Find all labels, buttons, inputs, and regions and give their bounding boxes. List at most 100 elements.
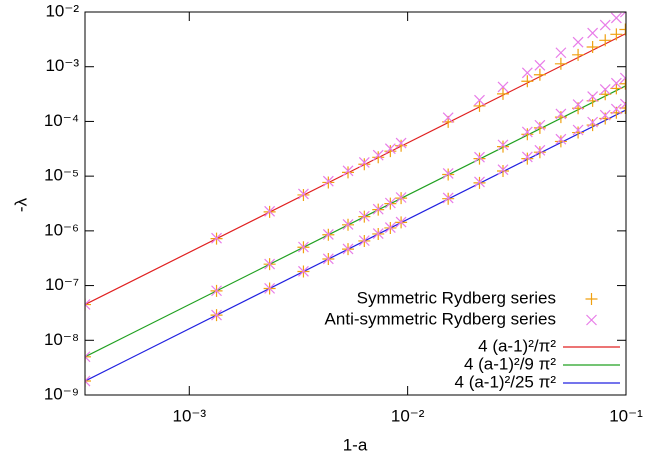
cross-point [211, 232, 222, 244]
cross-point [534, 119, 546, 131]
plus-point [599, 34, 612, 47]
cross-point [599, 19, 611, 31]
x-tick-label: 10⁻³ [173, 406, 207, 425]
cross-point [587, 91, 599, 102]
y-axis-label: -λ [11, 197, 30, 212]
cross-point [497, 139, 509, 151]
cross-point [85, 351, 91, 363]
plus-point [297, 188, 310, 201]
plus-point [554, 111, 567, 124]
cross-point [358, 157, 370, 168]
cross-point [442, 168, 454, 179]
cross-point [372, 203, 384, 215]
cross-point [599, 84, 611, 95]
cross-point [298, 265, 309, 277]
y-tick-label: 10⁻⁹ [44, 384, 79, 403]
cross-point [619, 98, 626, 110]
cross-point [211, 285, 222, 297]
plus-point [572, 126, 585, 139]
x-axis-label: 1-a [343, 435, 368, 454]
legend-label: Symmetric Rydberg series [357, 288, 556, 307]
cross-point [521, 151, 533, 163]
cross-point [610, 77, 622, 89]
cross-point [372, 149, 384, 161]
legend-label: 4 (a-1)²/π² [478, 336, 556, 355]
plus-point [496, 87, 509, 100]
cross-point [342, 165, 354, 177]
cross-point [555, 47, 567, 59]
plus-point [586, 41, 599, 54]
plus-point [585, 293, 598, 305]
cross-point [555, 108, 567, 120]
cross-point [497, 81, 509, 93]
cross-point [474, 94, 485, 106]
fit-line [85, 85, 626, 358]
cross-point [264, 205, 276, 217]
plus-point [395, 139, 408, 152]
cross-point [534, 59, 546, 71]
y-tick-label: 10⁻⁷ [45, 275, 79, 294]
cross-point [85, 375, 91, 387]
cross-point [384, 197, 396, 209]
cross-point [322, 229, 334, 240]
x-tick-label: 10⁻¹ [609, 406, 643, 425]
y-tick-label: 10⁻⁸ [44, 330, 79, 349]
plus-point [85, 298, 91, 311]
plus-point [610, 82, 623, 95]
y-tick-label: 10⁻² [45, 1, 79, 20]
plus-point [322, 176, 335, 189]
cross-point [322, 253, 334, 265]
cross-point [342, 243, 354, 255]
cross-point [264, 282, 276, 294]
cross-point [555, 133, 567, 145]
cross-point [264, 258, 276, 270]
cross-point [384, 222, 396, 233]
cross-point [372, 228, 384, 240]
fit-line [85, 32, 626, 306]
plus-point [473, 152, 486, 165]
plus-point [384, 145, 397, 158]
cross-point [572, 124, 584, 136]
plus-point [496, 165, 509, 178]
cross-point [395, 192, 407, 203]
cross-point [298, 241, 309, 253]
y-tick-label: 10⁻⁴ [44, 111, 79, 130]
plus-point [586, 119, 599, 132]
cross-point [474, 176, 485, 188]
plus-point [85, 350, 91, 363]
y-tick-label: 10⁻³ [45, 56, 79, 75]
cross-point [619, 72, 626, 84]
cross-point [298, 188, 309, 200]
y-tick-label: 10⁻⁶ [44, 220, 79, 239]
plus-point [554, 135, 567, 148]
plus-point [473, 176, 486, 189]
plus-point [610, 28, 623, 41]
cross-point [85, 299, 91, 310]
cross-point [599, 109, 611, 121]
plus-point [533, 146, 546, 159]
cross-point [534, 144, 546, 156]
plus-point [619, 77, 626, 90]
cross-point [587, 27, 599, 39]
cross-point [572, 99, 584, 111]
legend-label: 4 (a-1)²/9 π² [464, 354, 556, 373]
y-tick-label: 10⁻⁵ [44, 166, 79, 185]
cross-point [358, 235, 370, 247]
cross-point [521, 67, 533, 79]
cross-point [586, 314, 597, 326]
cross-point [587, 116, 599, 128]
cross-point [395, 137, 407, 149]
plus-point [473, 99, 486, 112]
cross-point [395, 216, 407, 228]
plus-point [572, 48, 585, 61]
cross-point [211, 309, 222, 321]
cross-point [497, 164, 509, 176]
plot-area [85, 12, 626, 388]
legend-label: 4 (a-1)²/25 π² [455, 372, 557, 391]
plus-point [533, 68, 546, 81]
plus-point [521, 128, 534, 141]
plus-point [533, 121, 546, 134]
x-tick-label: 10⁻² [391, 406, 425, 425]
cross-point [322, 175, 334, 187]
